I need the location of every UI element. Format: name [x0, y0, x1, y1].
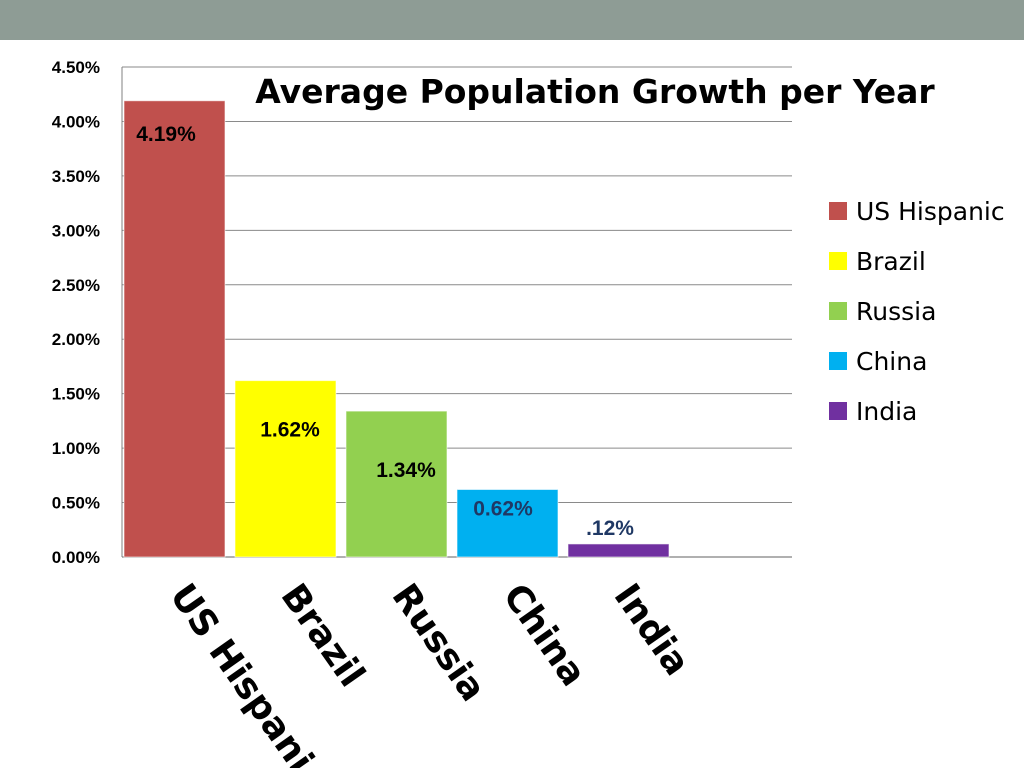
- data-label: .12%: [586, 517, 634, 540]
- legend-label: Brazil: [856, 247, 926, 276]
- x-tick-label: China: [495, 577, 594, 694]
- bars: [123, 100, 670, 558]
- y-tick-label: 2.50%: [52, 276, 100, 295]
- y-tick-label: 1.50%: [52, 385, 100, 404]
- legend-swatch: [829, 202, 847, 220]
- legend: US Hispanic Brazil Russia China India: [829, 197, 1005, 426]
- y-tick-label: 3.50%: [52, 167, 100, 186]
- y-tick-label: 0.50%: [52, 494, 100, 513]
- x-tick-label: Brazil: [273, 577, 373, 695]
- gridlines: [121, 66, 792, 558]
- legend-swatch: [829, 252, 847, 270]
- data-label: 4.19%: [136, 123, 196, 146]
- y-tick-label: 2.00%: [52, 330, 100, 349]
- slide-header-bar: [0, 0, 1024, 40]
- bar-us-hispanic: [123, 100, 226, 558]
- chart-title: Average Population Growth per Year: [255, 72, 935, 111]
- legend-swatch: [829, 302, 847, 320]
- data-labels: 4.19% 1.62% 1.34% 0.62% .12%: [136, 123, 634, 540]
- bar-china: [456, 488, 559, 558]
- y-tick-label: 0.00%: [52, 548, 100, 567]
- legend-label: China: [856, 347, 927, 376]
- bar-india: [567, 543, 670, 558]
- y-tick-label: 1.00%: [52, 439, 100, 458]
- x-tick-label: India: [606, 577, 698, 684]
- y-tick-label: 4.50%: [52, 58, 100, 77]
- legend-swatch: [829, 352, 847, 370]
- bar-chart: 0.00% 0.50% 1.00% 1.50% 2.00% 2.50% 3.00% 3.50%…: [52, 58, 1005, 768]
- data-label: 1.62%: [260, 419, 320, 442]
- y-tick-label: 3.00%: [52, 221, 100, 240]
- y-axis-ticks: 0.00% 0.50% 1.00% 1.50% 2.00% 2.50% 3.00% 3.50%…: [52, 58, 100, 567]
- legend-label: Russia: [856, 297, 936, 326]
- data-label: 0.62%: [473, 497, 533, 520]
- bar-brazil: [234, 380, 337, 558]
- data-label: 1.34%: [376, 459, 436, 482]
- bar-russia: [345, 410, 448, 558]
- legend-label: India: [856, 397, 917, 426]
- legend-label: US Hispanic: [856, 197, 1005, 226]
- x-tick-label: Russia: [384, 577, 494, 709]
- legend-swatch: [829, 402, 847, 420]
- y-tick-label: 4.00%: [52, 112, 100, 131]
- chart-container: 0.00% 0.50% 1.00% 1.50% 2.00% 2.50% 3.00% 3.50%…: [0, 40, 1024, 768]
